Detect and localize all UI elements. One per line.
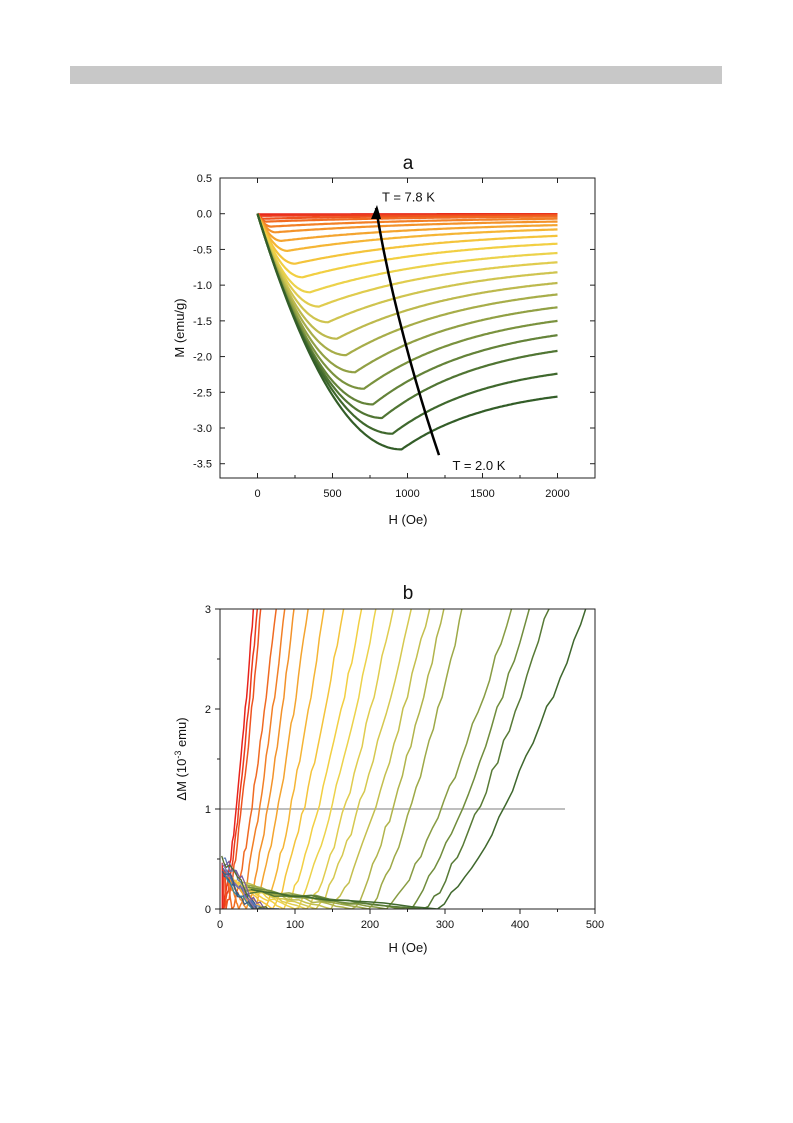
y-tick-label-a: -2.0 [193,352,212,364]
chart-b-ylabel-suffix: emu) [174,717,189,750]
y-tick-label-a: 0.0 [197,209,212,221]
x-tick-label-a: 0 [254,488,260,500]
temperature-arrow [374,207,441,456]
chart-b-plot-area [220,609,587,909]
y-tick-label-a: 0.5 [197,173,212,185]
y-tick-label-a: -1.5 [193,316,212,328]
noise-line-b [221,855,272,909]
chart-b-ylabel-prefix: ΔM (10 [174,759,189,801]
x-tick-label-a: 1500 [470,488,494,500]
temperature-annotation: T = 2.0 K [453,458,506,473]
chart-a-title: a [403,153,414,174]
x-tick-label-a: 500 [323,488,341,500]
series-line-a [256,213,558,253]
header-bar [70,66,722,84]
series-line-b [239,609,413,909]
series-line-a [256,213,558,223]
y-tick-label-b: 0 [205,904,211,916]
series-line-a [256,213,558,279]
chart-a-ylabel: M (emu/g) [172,298,187,357]
x-tick-label-b: 0 [217,919,223,931]
y-tick-label-b: 1 [205,804,211,816]
chart-b-ylabel-sup: -3 [173,751,183,759]
series-line-a [256,213,558,451]
series-line-a [256,213,558,294]
x-tick-label-a: 1000 [395,488,419,500]
series-line-b [246,609,513,909]
chart-a-xlabel: H (Oe) [389,512,428,527]
series-line-b [235,609,363,909]
series-line-a [256,213,558,228]
noise-line-b [221,870,279,909]
series-line-a [256,213,558,234]
x-tick-label-b: 400 [511,919,529,931]
series-line-b [238,609,395,909]
y-tick-label-b: 2 [205,704,211,716]
x-tick-label-b: 200 [361,919,379,931]
chart-a-svg: 0 500 1000 1500 2000 0.5 0.0 -0.5 -1.0 -1.5 -2.0 -2… [128,128,638,548]
y-tick-label-b: 3 [205,604,211,616]
chart-b-xlabel: H (Oe) [389,940,428,955]
series-line-a [256,213,558,324]
y-tick-label-a: -0.5 [193,244,212,256]
y-tick-label-a: -2.5 [193,387,212,399]
temperature-arrowhead [371,205,381,219]
x-tick-label-a: 2000 [545,488,569,500]
chart-panel-a: 0 500 1000 1500 2000 0.5 0.0 -0.5 -1.0 -1.5 -2.0 -2… [128,128,638,548]
chart-b-title: b [403,583,414,604]
series-line-b [243,609,445,909]
series-line-a [256,213,558,265]
x-tick-label-b: 100 [286,919,304,931]
series-line-b [247,609,531,909]
y-tick-label-a: -1.0 [193,280,212,292]
series-line-a [256,213,558,357]
series-line-b [249,609,550,909]
x-tick-label-b: 500 [586,919,604,931]
noise-line-b [223,873,278,909]
series-line-a [256,213,558,308]
temperature-annotation: T = 7.8 K [382,189,435,204]
series-line-b [250,609,587,909]
y-tick-label-a: -3.0 [193,423,212,435]
series-line-a [256,213,558,340]
series-line-a [256,213,558,390]
series-line-b [230,609,309,909]
series-line-a [256,213,558,374]
x-tick-label-b: 300 [436,919,454,931]
chart-panel-b: 0 100 200 300 400 500 0 1 2 3 b H (Oe) ΔM (10-3 emu) [128,552,638,976]
chart-b-svg: 0 100 200 300 400 500 0 1 2 3 b H (Oe) ΔM (10-3 emu) [128,552,638,976]
y-tick-label-a: -3.5 [193,459,212,471]
series-line-a [256,213,558,243]
series-line-a [256,213,558,220]
chart-b-ylabel: ΔM (10-3 emu) [173,717,189,800]
